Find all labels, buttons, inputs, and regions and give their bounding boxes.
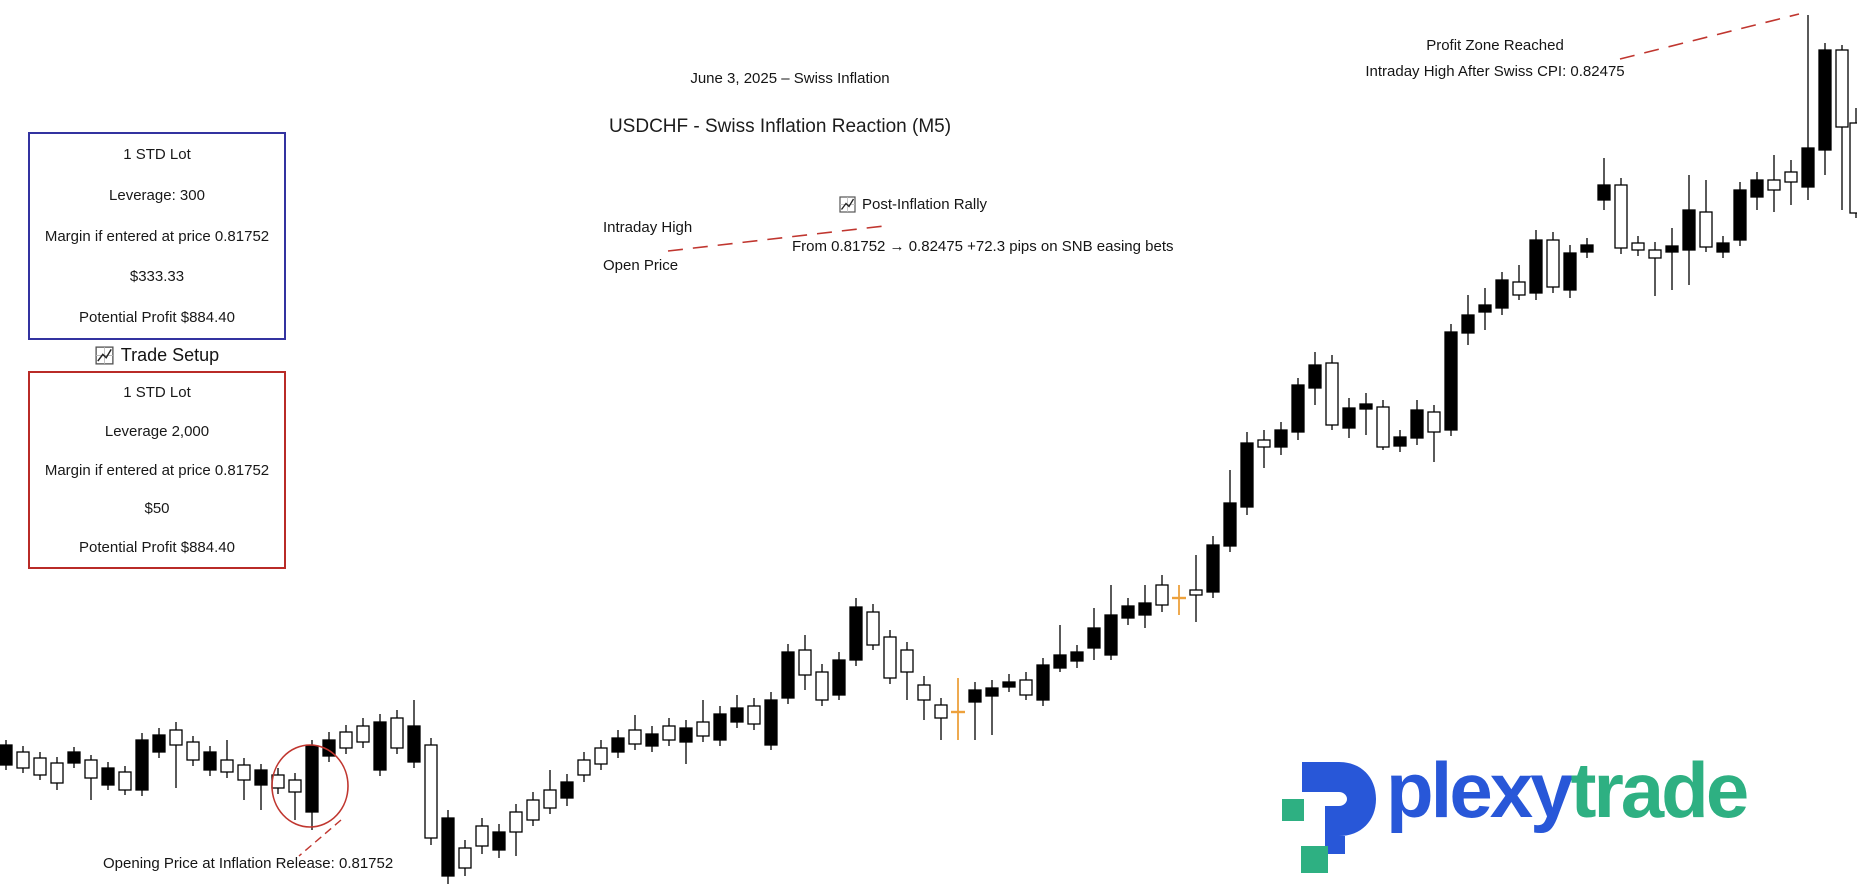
std-profit-line: Potential Profit $884.40 xyxy=(79,309,235,326)
profit-zone-arrow xyxy=(1619,13,1800,60)
plexytrade-wordmark: plexytrade xyxy=(1386,744,1749,838)
profit-zone-line2: Intraday High After Swiss CPI: 0.82475 xyxy=(1365,63,1625,80)
std-margin-value: $333.33 xyxy=(129,268,185,286)
profit-zone-line1: Profit Zone Reached xyxy=(1426,37,1564,54)
plexy-margin-value: $50 xyxy=(144,500,170,518)
release-leader-line xyxy=(298,819,342,857)
chart-title: USDCHF - Swiss Inflation Reaction (M5) xyxy=(608,116,952,137)
plexytrade-logo-icon xyxy=(1282,762,1376,873)
rally-dashed-line xyxy=(667,225,885,252)
plexy-leverage-line: Leverage 2,000 xyxy=(104,422,210,440)
standard-account-box: 1 STD Lot Leverage: 300 Margin if entere… xyxy=(28,132,286,340)
release-note: Opening Price at Inflation Release: 0.81… xyxy=(103,855,394,872)
plexy-account-box: 1 STD Lot Leverage 2,000 Margin if enter… xyxy=(28,371,286,569)
candles-layer xyxy=(0,15,1857,884)
rally-detail: From 0.81752 → 0.82475 +72.3 pips on SNB… xyxy=(792,238,1174,255)
trade-setup-label: Trade Setup xyxy=(120,345,220,365)
chart-increasing-icon xyxy=(95,346,114,365)
wordmark-plexy: plexy xyxy=(1386,746,1573,834)
std-leverage-line: Leverage: 300 xyxy=(109,186,205,204)
chart-increasing-icon xyxy=(839,196,856,213)
rally-header: Post-Inflation Rally xyxy=(839,196,987,213)
chart-date-label: June 3, 2025 – Swiss Inflation xyxy=(690,70,890,87)
plexy-lot-line: 1 STD Lot xyxy=(123,384,191,401)
plexy-profit-line: Potential Profit $884.40 xyxy=(79,539,235,556)
trade-setup-header: Trade Setup xyxy=(28,345,286,366)
intraday-high-label: Intraday High xyxy=(603,219,693,236)
rally-label: Post-Inflation Rally xyxy=(862,196,988,213)
std-lot-line: 1 STD Lot xyxy=(123,146,191,163)
plexy-margin-line: Margin if entered at price 0.81752 xyxy=(44,461,270,479)
std-margin-line: Margin if entered at price 0.81752 xyxy=(44,227,270,245)
open-price-label: Open Price xyxy=(603,257,679,274)
wordmark-trade: trade xyxy=(1570,746,1749,834)
release-circle-annotation xyxy=(271,744,349,828)
